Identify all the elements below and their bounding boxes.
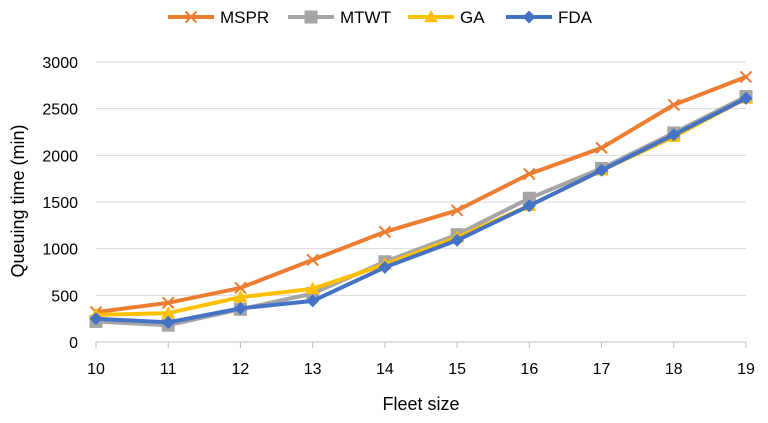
x-tick-label: 12 — [232, 361, 250, 378]
legend-marker-mspr — [184, 10, 198, 24]
data-point-fda — [233, 301, 247, 315]
data-point-mspr — [739, 70, 753, 84]
x-tick-label: 19 — [737, 361, 755, 378]
data-point-fda — [450, 233, 464, 247]
series-mspr — [89, 70, 753, 319]
data-point-mspr — [306, 253, 319, 267]
data-point-mspr — [523, 167, 536, 181]
data-point-fda — [89, 312, 103, 326]
data-point-ga — [305, 281, 320, 295]
legend-label-fda: FDA — [558, 8, 593, 27]
x-tick-label: 11 — [160, 361, 177, 378]
y-tick-label: 2000 — [42, 148, 78, 165]
legend-item-mspr: MSPR — [168, 8, 269, 27]
data-point-ga — [161, 306, 176, 319]
data-point-fda — [378, 260, 392, 274]
series-line-mspr — [94, 74, 748, 315]
series-line-fda — [94, 96, 748, 325]
y-tick-label: 1500 — [42, 195, 78, 212]
legend-marker-ga — [424, 10, 438, 23]
data-point-mspr — [595, 141, 608, 155]
x-tick-label: 17 — [593, 361, 611, 378]
data-point-ga — [233, 290, 248, 303]
legend-label-ga: GA — [460, 8, 485, 27]
y-tick-label: 3000 — [42, 55, 78, 72]
legend: MSPR MTWT GA FDA — [168, 8, 593, 27]
y-tick-label: 2500 — [42, 102, 78, 119]
legend-item-mtwt: MTWT — [288, 8, 391, 27]
series-line-ga — [94, 96, 748, 317]
data-point-mspr — [234, 281, 247, 295]
gridlines — [96, 61, 746, 343]
series-fda — [89, 91, 753, 329]
x-tick-label: 10 — [87, 361, 105, 378]
axes: 0 500 1000 1500 2000 2500 3000 10 11 12 13 14 15 16 17… — [42, 55, 755, 378]
series-lines — [89, 70, 753, 332]
legend-label-mspr: MSPR — [220, 8, 269, 27]
legend-marker-mtwt — [304, 10, 318, 24]
data-point-fda — [161, 315, 175, 329]
data-point-fda — [595, 163, 609, 177]
y-tick-label: 0 — [69, 335, 78, 352]
data-point-fda — [667, 128, 681, 142]
data-point-fda — [522, 199, 536, 213]
data-point-mspr — [450, 204, 464, 217]
y-axis-title: Queuing time (min) — [8, 124, 28, 277]
data-point-fda — [306, 294, 320, 308]
data-point-mtwt — [522, 191, 536, 205]
x-tick-label: 14 — [376, 361, 394, 378]
legend-item-fda: FDA — [506, 8, 593, 27]
x-axis-title: Fleet size — [382, 394, 459, 414]
data-point-mspr — [378, 225, 392, 239]
x-tick-label: 18 — [665, 361, 683, 378]
y-tick-label: 500 — [51, 288, 78, 305]
series-ga — [89, 91, 753, 321]
x-tick-label: 13 — [304, 361, 322, 378]
x-tick-label: 15 — [448, 361, 466, 378]
data-point-mspr — [162, 296, 175, 310]
legend-marker-fda — [522, 10, 536, 24]
data-point-fda — [739, 91, 753, 105]
legend-item-ga: GA — [408, 8, 485, 27]
series-line-mtwt — [94, 94, 748, 328]
x-tick-label: 16 — [520, 361, 538, 378]
legend-label-mtwt: MTWT — [340, 8, 391, 27]
data-point-mspr — [667, 98, 680, 112]
y-tick-label: 1000 — [42, 242, 78, 259]
